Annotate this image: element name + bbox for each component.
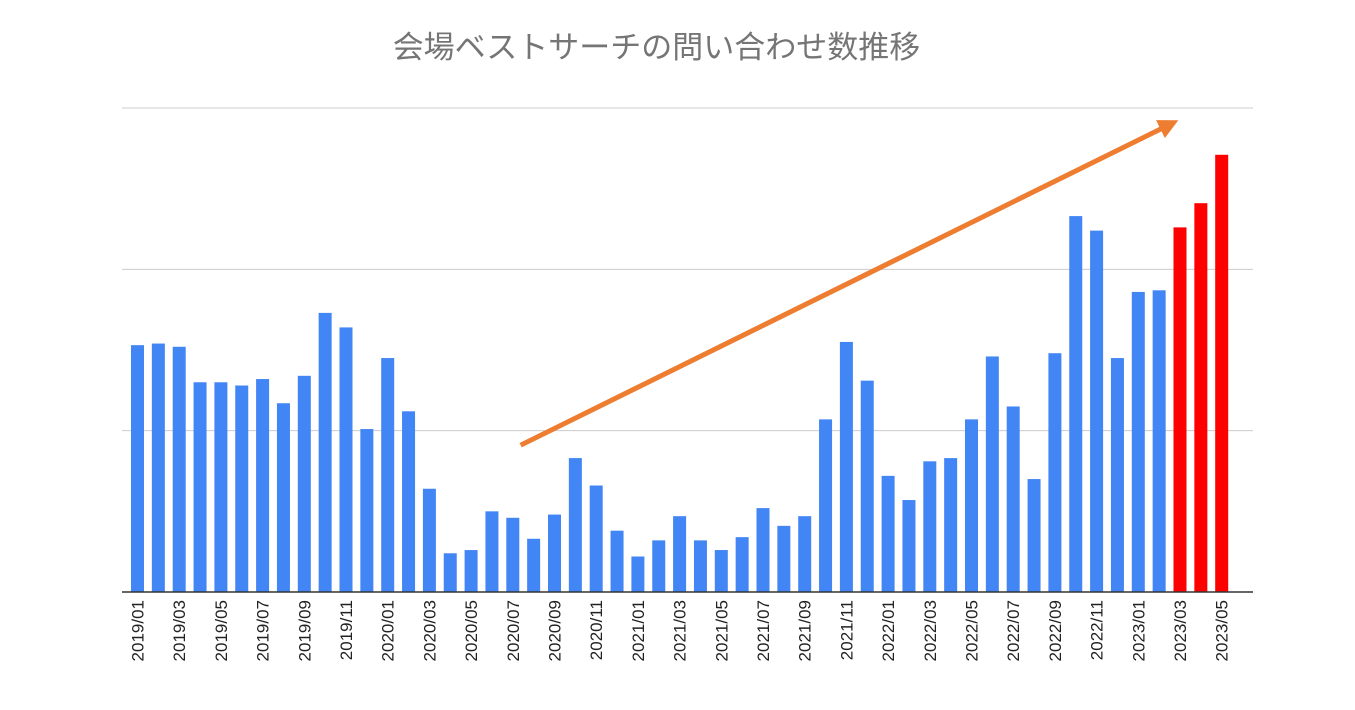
- tick-label-2020-07: 2020/07: [504, 600, 523, 661]
- bar-2022-09: [1048, 353, 1062, 592]
- tick-label-2019-11: 2019/11: [337, 600, 356, 660]
- tick-label-2022-05: 2022/05: [963, 600, 982, 661]
- bar-2021-08: [777, 525, 791, 592]
- chart-title: 会場ベストサーチの問い合わせ数推移: [392, 30, 921, 66]
- bar-2020-05: [464, 550, 478, 592]
- bar-2022-04: [944, 458, 958, 592]
- bar-2020-02: [402, 411, 416, 592]
- bar-2020-08: [527, 538, 541, 592]
- tick-label-2021-05: 2021/05: [712, 600, 731, 661]
- tick-label-2023-03: 2023/03: [1171, 600, 1190, 661]
- tick-label-2020-05: 2020/05: [462, 600, 481, 661]
- bar-2020-06: [485, 511, 499, 592]
- bar-2019-06: [235, 385, 249, 592]
- tick-label-2019-09: 2019/09: [295, 600, 314, 661]
- bar-2022-05: [965, 419, 978, 592]
- bar-2022-12: [1110, 358, 1124, 592]
- tick-label-2021-01: 2021/01: [629, 600, 648, 661]
- bars: [131, 154, 1229, 593]
- trend-arrow: [519, 120, 1179, 448]
- bar-2019-10: [318, 312, 332, 592]
- bar-2020-04: [443, 553, 457, 592]
- bar-2023-04: [1194, 203, 1208, 593]
- bar-2019-08: [276, 403, 290, 592]
- tick-label-2022-11: 2022/11: [1088, 600, 1107, 660]
- bar-2020-03: [422, 488, 436, 592]
- bar-2019-05: [214, 382, 228, 592]
- bar-2023-01: [1131, 291, 1145, 592]
- tick-label-2021-03: 2021/03: [671, 600, 690, 661]
- bar-2022-11: [1090, 230, 1104, 592]
- bar-2019-04: [193, 382, 207, 592]
- bar-2020-01: [381, 358, 395, 592]
- bar-2023-02: [1152, 290, 1166, 592]
- bar-2020-09: [548, 514, 561, 592]
- tick-label-2021-11: 2021/11: [837, 600, 856, 660]
- bar-2019-03: [172, 346, 186, 592]
- bar-2021-01: [631, 556, 645, 592]
- bar-2019-01: [131, 345, 144, 592]
- tick-label-2019-01: 2019/01: [129, 600, 148, 661]
- bar-2021-10: [819, 419, 833, 592]
- bar-2022-08: [1027, 479, 1041, 592]
- bar-2021-05: [714, 550, 728, 592]
- bar-2019-12: [360, 429, 374, 592]
- bar-2020-12: [610, 530, 624, 592]
- bar-2021-02: [652, 540, 666, 592]
- gridlines: [122, 107, 1253, 432]
- bar-2019-07: [256, 379, 270, 592]
- tick-label-2020-03: 2020/03: [420, 600, 439, 661]
- tick-label-2019-05: 2019/05: [212, 600, 231, 661]
- tick-label-2021-07: 2021/07: [754, 600, 773, 661]
- tick-label-2020-09: 2020/09: [546, 600, 565, 661]
- bar-2019-02: [151, 343, 165, 592]
- bar-2019-11: [339, 327, 353, 592]
- bar-2022-06: [985, 356, 999, 592]
- tick-label-2021-09: 2021/09: [796, 600, 815, 661]
- tick-label-2019-03: 2019/03: [170, 600, 189, 661]
- bar-2022-01: [881, 475, 895, 592]
- bar-2020-07: [506, 517, 520, 592]
- bar-2022-02: [902, 500, 916, 592]
- bar-2021-12: [860, 380, 874, 592]
- bar-2023-03: [1173, 227, 1187, 593]
- bar-2021-07: [756, 508, 770, 592]
- tick-label-2023-01: 2023/01: [1129, 600, 1148, 661]
- tick-label-2022-01: 2022/01: [879, 600, 898, 661]
- bar-2021-03: [673, 516, 687, 592]
- bar-2021-09: [798, 516, 812, 592]
- tick-label-2022-07: 2022/07: [1004, 600, 1023, 661]
- tick-label-2019-07: 2019/07: [254, 600, 273, 661]
- tick-label-2022-03: 2022/03: [921, 600, 940, 661]
- bar-2022-07: [1006, 406, 1020, 592]
- tick-label-2023-05: 2023/05: [1213, 600, 1232, 661]
- bar-2022-03: [923, 461, 937, 592]
- x-tick-labels: 2019/01 2019/03 2019/05 2019/07 2019/09 2019/…: [129, 600, 1232, 661]
- bar-2021-06: [735, 537, 749, 592]
- annotations: [519, 120, 1179, 448]
- tick-label-2020-01: 2020/01: [379, 600, 398, 661]
- bar-2022-10: [1069, 216, 1083, 593]
- bar-2021-11: [839, 341, 853, 592]
- bar-2020-10: [568, 458, 582, 592]
- tick-label-2022-09: 2022/09: [1046, 600, 1065, 661]
- bar-2019-09: [297, 375, 311, 592]
- bar-2020-11: [589, 485, 603, 592]
- bar-2023-05: [1215, 154, 1229, 592]
- tick-label-2020-11: 2020/11: [587, 600, 606, 660]
- bar-2021-04: [693, 540, 707, 592]
